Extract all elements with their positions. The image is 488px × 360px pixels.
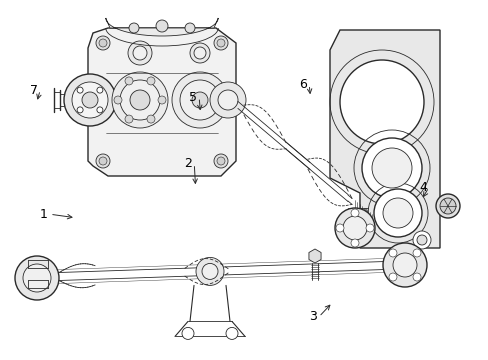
Circle shape [125,77,133,85]
Circle shape [371,148,411,188]
Circle shape [214,36,227,50]
Circle shape [96,154,110,168]
Circle shape [350,239,358,247]
Circle shape [365,224,373,232]
Circle shape [194,47,205,59]
Circle shape [129,23,139,33]
Text: 1: 1 [40,208,48,221]
Circle shape [82,92,98,108]
Circle shape [99,157,107,165]
Circle shape [147,77,155,85]
Circle shape [412,231,430,249]
Circle shape [128,41,152,65]
Circle shape [97,107,102,113]
Circle shape [382,198,412,228]
Circle shape [64,74,116,126]
Circle shape [182,327,194,339]
Circle shape [77,107,83,113]
Text: 7: 7 [30,84,38,96]
Circle shape [392,253,416,277]
Circle shape [209,82,245,118]
Text: 2: 2 [184,157,192,170]
Circle shape [180,80,220,120]
Text: 5: 5 [189,91,197,104]
Circle shape [217,157,224,165]
Circle shape [388,249,396,257]
Circle shape [435,194,459,218]
Circle shape [77,87,83,93]
Circle shape [196,257,224,285]
Circle shape [416,235,426,245]
Circle shape [335,224,343,232]
Polygon shape [308,249,321,263]
Circle shape [130,90,150,110]
Circle shape [112,72,168,128]
Circle shape [373,189,421,237]
Circle shape [412,273,420,281]
Polygon shape [88,28,236,176]
Circle shape [412,249,420,257]
Circle shape [192,92,207,108]
Circle shape [439,198,455,214]
Circle shape [172,72,227,128]
Circle shape [202,264,218,279]
Circle shape [97,87,102,93]
Circle shape [23,264,51,292]
Circle shape [147,115,155,123]
Circle shape [72,82,108,118]
Circle shape [125,115,133,123]
Text: 6: 6 [299,78,306,91]
Polygon shape [105,18,218,36]
Circle shape [342,216,366,240]
Circle shape [96,36,110,50]
Circle shape [158,96,165,104]
Circle shape [225,327,238,339]
Circle shape [217,39,224,47]
Circle shape [214,154,227,168]
Text: 3: 3 [308,310,316,323]
Circle shape [218,90,238,110]
Circle shape [382,243,426,287]
Circle shape [361,138,421,198]
Circle shape [350,209,358,217]
Circle shape [339,60,423,144]
Circle shape [120,80,160,120]
Circle shape [156,20,168,32]
Circle shape [114,96,122,104]
Circle shape [334,208,374,248]
Circle shape [15,256,59,300]
Polygon shape [329,30,439,248]
Circle shape [190,43,209,63]
Text: 4: 4 [418,181,426,194]
Circle shape [388,273,396,281]
Circle shape [184,23,195,33]
Circle shape [99,39,107,47]
Circle shape [133,46,147,60]
